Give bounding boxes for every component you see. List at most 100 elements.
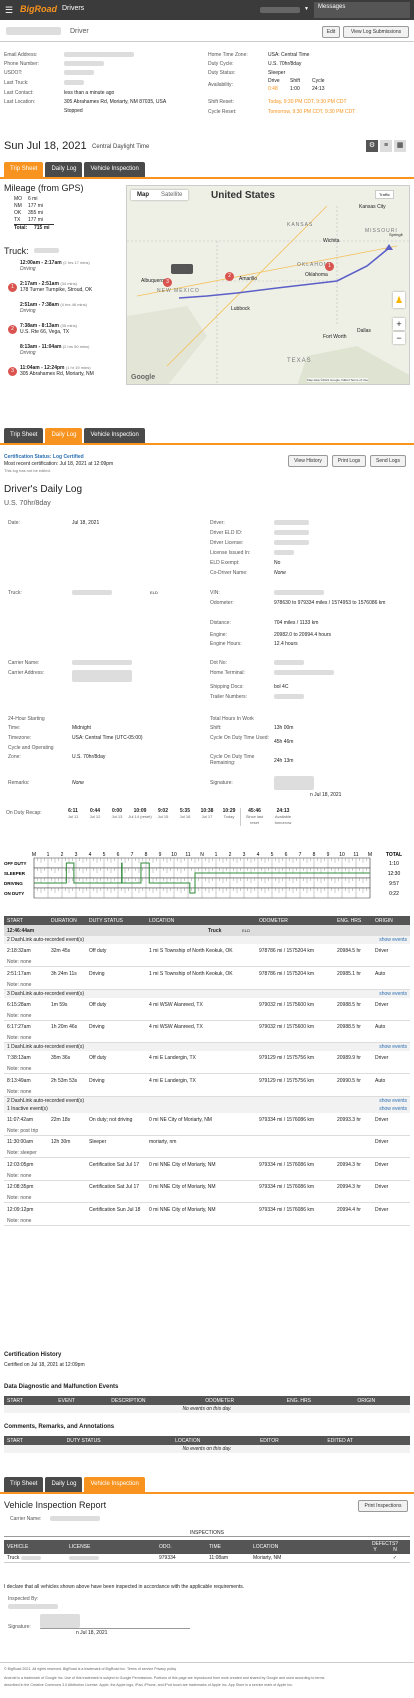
table-row[interactable]: 2:51:17am 3h 24m 11s Driving 1 mi S Townshi… xyxy=(7,970,386,977)
tab-trip-sheet[interactable]: Trip Sheet xyxy=(4,162,44,177)
tab-vehicle-inspection[interactable]: Vehicle Inspection xyxy=(84,428,145,443)
map-label: Dallas xyxy=(357,328,371,334)
show-events-link[interactable]: show events xyxy=(379,1044,407,1050)
recap-item: 24:13 Available tomorrow xyxy=(274,808,292,825)
footer-line[interactable]: © BigRoad 2021. All rights reserved. Big… xyxy=(4,1667,177,1671)
footer: © BigRoad 2021. All rights reserved. Big… xyxy=(0,1662,414,1696)
map-label: Fort Worth xyxy=(323,334,347,340)
grid-row-label: SLEEPER xyxy=(4,871,26,876)
info-value: 978630 to 979334 miles / 1574953 to 1576… xyxy=(274,600,386,606)
stop-item[interactable]: 12:00am - 2:17am (2 hrs 17 mins) Driving xyxy=(20,260,90,272)
daily-log-title: Driver's Daily Log xyxy=(4,484,83,495)
map-label: Oklahoma xyxy=(305,272,328,278)
usdot-value xyxy=(64,70,94,75)
map-pin-icon[interactable]: 2 xyxy=(225,272,234,281)
mileage-row: MO 6 mi xyxy=(14,196,38,202)
table-row[interactable]: 6:17:27am 1h 20m 46s Driving 4 mi WSW Alanr… xyxy=(7,1024,386,1031)
stop-item[interactable]: 2:17am - 2:51am (34 mins) 178 Turner Turn… xyxy=(20,281,93,293)
show-events-link[interactable]: show events xyxy=(379,990,407,997)
view-log-submissions-button[interactable]: View Log Submissions xyxy=(343,26,409,38)
vehicle-inspection: Vehicle Inspection Report Print Inspecti… xyxy=(0,1498,414,1648)
inspection-row[interactable]: Truck 979334 11:08am Moriarty, NM ✓ xyxy=(4,1554,410,1563)
info-label: Distance: xyxy=(210,620,231,626)
satellite-tab[interactable]: Satellite xyxy=(161,192,183,198)
send-logs-button[interactable]: Send Logs xyxy=(370,455,406,467)
table-row[interactable]: 7:38:13am 35m 36s Off duty 4 mi E Landergin… xyxy=(7,1055,389,1061)
last-location-status: Stopped xyxy=(64,108,83,114)
stop-item[interactable]: 8:13am - 11:04am (2 hrs 50 mins) Driving xyxy=(20,344,90,356)
events-table: START DURATION DUTY STATUS LOCATION ODOMETER… xyxy=(4,916,410,1226)
grid-hour-label: M xyxy=(368,852,372,858)
home-tz-label: Home Time Zone: xyxy=(208,52,248,58)
duty-grid-chart: M 1 2 3 4 5 6 7 8 9 10 11 N 1 2 3 4 5 6 7 8 9 10 11 M TOTAL OFF DU… xyxy=(4,852,402,899)
messages-button[interactable]: Messages xyxy=(314,2,410,18)
zoom-in-button[interactable]: + xyxy=(393,318,405,330)
print-logs-button[interactable]: Print Logs xyxy=(332,455,366,467)
signature-label: Signature: xyxy=(8,1624,31,1630)
stop-pin-icon: 3 xyxy=(8,367,17,376)
tab-trip-sheet[interactable]: Trip Sheet xyxy=(4,1477,44,1492)
table-row[interactable]: 2:18:32am 32m 45s Off duty 1 mi S Township … xyxy=(7,948,389,954)
logo[interactable]: BigRoad xyxy=(20,4,57,14)
truck-marker-icon[interactable] xyxy=(171,264,193,274)
grid-hour-label: 8 xyxy=(145,852,148,858)
log-info-left: Date: Jul 18, 2021 Truck: ELD Carrier Na… xyxy=(0,520,414,800)
show-events-link[interactable]: show events xyxy=(379,937,407,943)
street-view-icon[interactable]: ♟ xyxy=(393,292,405,308)
tab-daily-log[interactable]: Daily Log xyxy=(45,428,83,443)
map-pin-icon[interactable]: 1 xyxy=(325,262,334,271)
table-row[interactable]: 8:13:49am 2h 53m 53s Driving 4 mi E Landerg… xyxy=(7,1077,386,1084)
grid-icon-button[interactable]: ▦ xyxy=(394,140,406,152)
table-row[interactable]: 11:07:42am 22m 18s On duty; not driving 0 m… xyxy=(7,1116,389,1123)
tab-underline xyxy=(0,443,414,445)
stop-item[interactable]: 2:51am - 7:38am (4 hrs 46 mins) Driving xyxy=(20,302,87,314)
event-note-row: Note: sleeper xyxy=(4,1149,410,1158)
edit-button[interactable]: Edit xyxy=(322,26,340,38)
zoom-out-button[interactable]: − xyxy=(393,332,405,344)
tab-daily-log[interactable]: Daily Log xyxy=(45,162,83,177)
traffic-toggle[interactable]: Traffic xyxy=(375,190,394,199)
stop-item[interactable]: 11:04am - 12:24pm (1 hr 19 mins) 305 Abra… xyxy=(20,365,94,377)
stop-item[interactable]: 7:38am - 8:13am (35 mins) U.S. Rte 66, Ve… xyxy=(20,323,77,335)
map-tab[interactable]: Map xyxy=(137,192,149,198)
view-history-button[interactable]: View History xyxy=(288,455,328,467)
truck-number xyxy=(72,590,112,595)
menu-icon[interactable]: ☰ xyxy=(5,5,14,15)
map-label: Wichita xyxy=(323,238,340,244)
mileage-row: TX 177 mi xyxy=(14,217,44,223)
account-name[interactable] xyxy=(260,7,300,13)
map-tabs: Map Satellite xyxy=(131,190,189,200)
show-events-link[interactable]: show events xyxy=(379,1105,407,1112)
grid-hour-label: 9 xyxy=(159,852,162,858)
map-pin-icon[interactable]: 3 xyxy=(163,278,172,287)
nav-title[interactable]: Drivers xyxy=(62,5,85,12)
tab-daily-log[interactable]: Daily Log xyxy=(45,1477,83,1492)
print-inspections-button[interactable]: Print Inspections xyxy=(358,1500,408,1512)
top-nav: ☰ BigRoad Drivers ▼ Messages xyxy=(0,0,414,20)
table-row[interactable]: 6:15:28am 1m 59s Off duty 4 mi WSW Alanreed… xyxy=(7,1001,389,1008)
table-row[interactable]: 12:03:05pm Certification Sat Jul 17 0 mi N… xyxy=(7,1161,389,1168)
table-row[interactable]: 12:08:35pm Certification Sat Jul 17 0 mi N… xyxy=(7,1184,389,1191)
info-label: Dot No: xyxy=(210,660,227,666)
tab-vehicle-inspection[interactable]: Vehicle Inspection xyxy=(84,162,145,177)
grid-hour-label: 7 xyxy=(131,852,134,858)
info-label: Date: xyxy=(8,520,20,526)
table-row[interactable]: 11:30:00am 12h 30m Sleeper moriarty, nm Driv… xyxy=(7,1139,389,1146)
inspection-table: VEHICLE LICENSE ODO. TIME LOCATION DEFECTS? Y N… xyxy=(4,1540,410,1563)
event-start-row: 12:46:44am Truck ELD xyxy=(4,925,410,936)
info-label: 24-Hour Starting xyxy=(8,716,45,722)
tab-vehicle-inspection[interactable]: Vehicle Inspection xyxy=(84,1477,145,1492)
table-row[interactable]: 12:09:12pm Certification Sun Jul 18 0 mi N… xyxy=(7,1206,389,1213)
route-map[interactable]: Map Satellite United States Traffic Kansa… xyxy=(126,185,410,385)
license-value xyxy=(69,1555,99,1560)
tab-underline xyxy=(0,177,414,179)
carrier-name-value xyxy=(72,660,132,665)
show-events-link[interactable]: show events xyxy=(379,1097,407,1104)
list-icon-button[interactable]: ≡ xyxy=(380,140,392,152)
settings-icon-button[interactable]: ⚙ xyxy=(366,140,378,152)
recap-item: 10:09 Jul 14 (reset) xyxy=(128,808,152,819)
map-attribution[interactable]: Map data ©2021 Google, INEGI Terms of Us… xyxy=(307,378,369,382)
duty-cycle-value: U.S. 70hr/8day xyxy=(268,61,302,67)
chevron-down-icon[interactable]: ▼ xyxy=(304,6,309,12)
tab-trip-sheet[interactable]: Trip Sheet xyxy=(4,428,44,443)
